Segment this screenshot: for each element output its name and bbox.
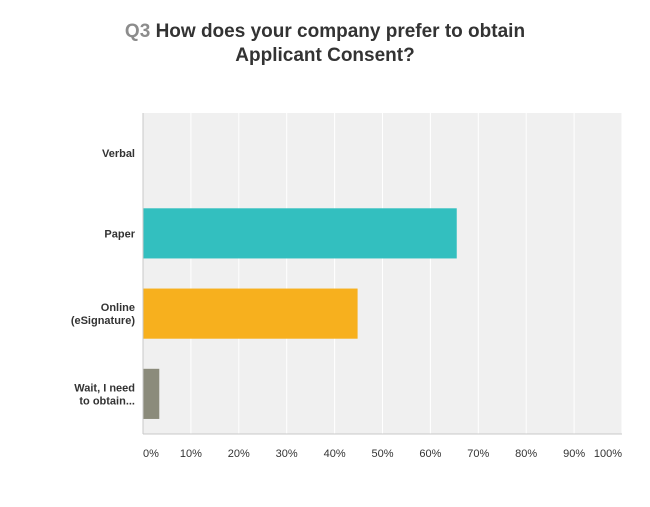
x-tick-label: 40% [324, 448, 346, 460]
x-tick-label: 70% [467, 448, 489, 460]
bar-2 [143, 288, 358, 339]
x-tick-label: 90% [563, 448, 585, 460]
x-tick-label: 10% [180, 448, 202, 460]
title-line-1: How does your company prefer to obtain [155, 21, 526, 42]
x-tick-label: 80% [515, 448, 537, 460]
title-line-2: Applicant Consent? [235, 45, 415, 66]
category-label: to obtain... [79, 395, 135, 407]
x-tick-label: 20% [228, 448, 250, 460]
x-tick-label: 50% [371, 448, 393, 460]
category-label: Verbal [102, 148, 135, 160]
x-tick-label: 30% [276, 448, 298, 460]
x-tick-label: 0% [143, 448, 159, 460]
x-tick-label: 100% [594, 448, 622, 460]
category-label: Online [101, 302, 135, 314]
category-label: Wait, I need [74, 382, 135, 394]
category-label: Paper [104, 228, 135, 240]
category-label: (eSignature) [71, 315, 136, 327]
x-tick-label: 60% [419, 448, 441, 460]
question-number: Q3 [124, 21, 151, 42]
chart-title: Q3 How does your company prefer to obtai… [0, 20, 650, 68]
bar-3 [143, 368, 160, 419]
bar-1 [143, 208, 457, 259]
